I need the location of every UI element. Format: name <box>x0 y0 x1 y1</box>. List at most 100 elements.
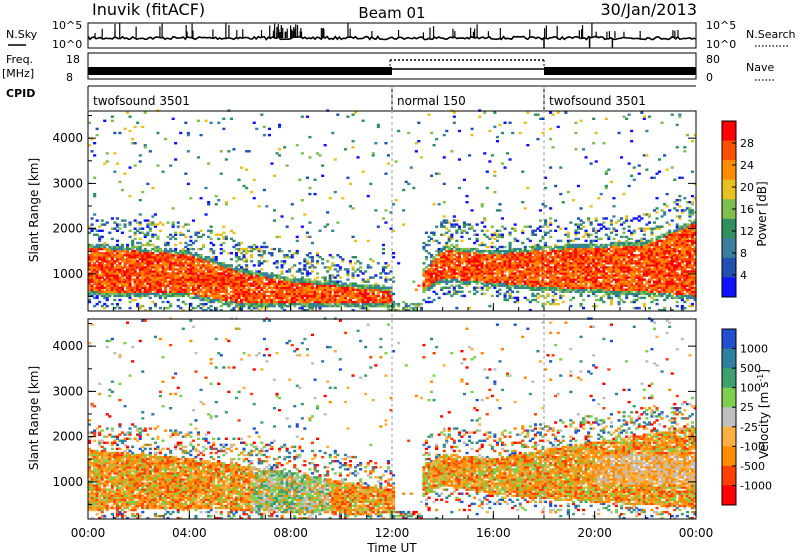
heat-cell <box>278 280 282 283</box>
heat-cell <box>141 270 145 273</box>
heat-cell <box>627 292 631 296</box>
heat-cell <box>609 298 613 302</box>
heat-cell <box>490 270 494 273</box>
heat-cell <box>576 264 580 267</box>
heat-cell <box>462 268 466 271</box>
heat-cell <box>541 237 545 241</box>
heat-cell <box>174 280 178 283</box>
heat-cell <box>148 309 152 312</box>
heat-cell <box>364 298 368 302</box>
heat-cell <box>209 284 213 287</box>
heat-cell <box>189 268 193 271</box>
heat-cell <box>402 300 406 304</box>
heat-cell <box>604 262 608 265</box>
heat-cell <box>564 247 568 251</box>
heat-cell <box>622 243 626 247</box>
heat-cell <box>366 292 370 296</box>
heat-cell <box>445 264 449 267</box>
heat-cell <box>528 256 532 259</box>
heat-cell <box>490 260 494 263</box>
heat-cell <box>310 309 314 312</box>
heat-cell <box>574 237 578 241</box>
heat-cell <box>498 280 502 283</box>
heat-cell <box>88 231 92 234</box>
heat-cell <box>589 282 593 285</box>
heat-cell <box>564 278 568 281</box>
heat-cell <box>625 254 629 257</box>
heat-cell <box>561 249 565 253</box>
heat-cell <box>100 280 104 283</box>
heat-cell <box>285 294 289 298</box>
heat-cell <box>460 249 464 253</box>
heat-cell <box>338 296 342 300</box>
heat-cell <box>194 260 198 263</box>
heat-cell <box>424 284 428 287</box>
heat-cell <box>531 249 535 253</box>
heat-cell <box>597 260 601 263</box>
heat-cell <box>207 258 211 261</box>
heat-cell <box>447 258 451 261</box>
heat-cell <box>141 278 145 281</box>
heat-cell <box>521 260 525 263</box>
heat-cell <box>303 268 307 271</box>
heat-cell <box>546 268 550 271</box>
heat-cell <box>594 264 598 267</box>
heat-cell <box>584 239 588 243</box>
heat-cell <box>338 280 342 283</box>
heat-cell <box>445 258 449 261</box>
heat-cell <box>234 298 238 302</box>
heat-cell <box>369 302 373 306</box>
heat-cell <box>214 262 218 265</box>
heat-cell <box>255 288 259 291</box>
heat-cell <box>622 284 626 287</box>
heat-cell <box>528 288 532 291</box>
heat-cell <box>310 284 314 287</box>
heat-cell <box>452 286 456 289</box>
heat-cell <box>174 268 178 271</box>
heat-cell <box>468 254 472 257</box>
heat-cell <box>118 276 122 279</box>
heat-cell <box>222 296 226 300</box>
heat-cell <box>490 266 494 269</box>
heat-cell <box>90 294 94 298</box>
heat-cell <box>300 302 304 306</box>
heat-cell <box>531 272 535 275</box>
heat-cell <box>148 278 152 281</box>
heat-cell <box>252 243 256 247</box>
heat-cell <box>136 286 140 289</box>
heat-cell <box>452 268 456 271</box>
heat-cell <box>516 280 520 283</box>
heat-cell <box>493 268 497 271</box>
heat-cell <box>442 262 446 265</box>
heat-cell <box>293 280 297 283</box>
heat-cell <box>171 223 175 226</box>
heat-cell <box>392 306 396 310</box>
heat-cell <box>295 144 299 147</box>
heat-cell <box>93 266 97 269</box>
heat-cell <box>257 294 261 298</box>
heat-cell <box>189 274 193 277</box>
heat-cell <box>445 276 449 279</box>
heat-cell <box>498 270 502 273</box>
heat-cell <box>412 309 416 312</box>
heat-cell <box>422 262 426 265</box>
heat-cell <box>305 282 309 285</box>
heat-cell <box>381 294 385 298</box>
heat-cell <box>267 300 271 304</box>
heat-cell <box>285 298 289 302</box>
heat-cell <box>199 278 203 281</box>
heat-cell <box>371 286 375 289</box>
heat-cell <box>262 298 266 302</box>
heat-cell <box>614 252 618 255</box>
heat-cell <box>506 298 510 302</box>
heat-cell <box>556 288 560 291</box>
heat-cell <box>146 274 150 277</box>
heat-cell <box>255 304 259 308</box>
heat-cell <box>483 111 487 114</box>
heat-cell <box>607 284 611 287</box>
heat-cell <box>323 282 327 285</box>
heat-cell <box>143 233 147 236</box>
heat-cell <box>283 294 287 298</box>
heat-cell <box>384 280 388 283</box>
heat-cell <box>617 256 621 259</box>
